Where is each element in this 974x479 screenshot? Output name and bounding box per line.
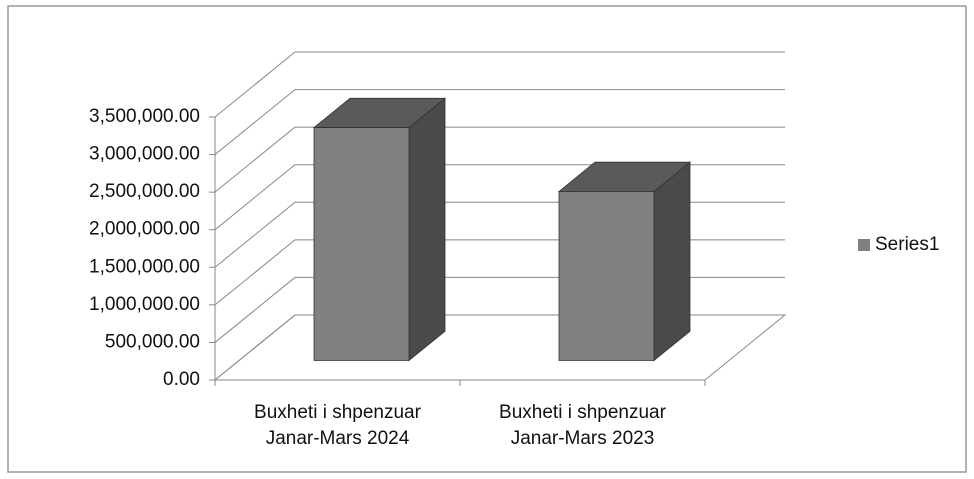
y-tick-label: 2,000,000.00 [89, 219, 200, 240]
x-tick-label: Buxheti i shpenzuar Janar-Mars 2023 [499, 402, 666, 449]
grid-line [214, 164, 785, 231]
y-tick-label: 0.00 [163, 369, 200, 390]
bar-side [408, 97, 446, 362]
legend-label: Series1 [875, 234, 939, 255]
y-tick-label: 1,000,000.00 [89, 294, 200, 315]
chart-border [7, 5, 967, 473]
grid-line [214, 126, 785, 193]
y-tick-label: 3,000,000.00 [89, 144, 200, 165]
grid-line [214, 314, 785, 381]
y-tick-label: 2,500,000.00 [89, 181, 200, 202]
grid-line [214, 201, 785, 268]
floor [213, 314, 787, 381]
bar-side [653, 161, 691, 362]
grid-line [214, 89, 785, 155]
legend-swatch [858, 239, 870, 251]
bar [312, 97, 447, 362]
y-tick-label: 1,500,000.00 [89, 256, 200, 277]
y-tick-label: 3,500,000.00 [89, 106, 200, 127]
y-tick-label: 500,000.00 [105, 331, 200, 352]
x-tick-label: Buxheti i shpenzuar Janar-Mars 2024 [254, 402, 421, 449]
grid-line [214, 51, 785, 118]
bar-front [313, 127, 410, 361]
bar [557, 161, 692, 362]
grid-line [214, 276, 785, 343]
bar-front [558, 191, 655, 361]
grid-line [214, 239, 785, 306]
